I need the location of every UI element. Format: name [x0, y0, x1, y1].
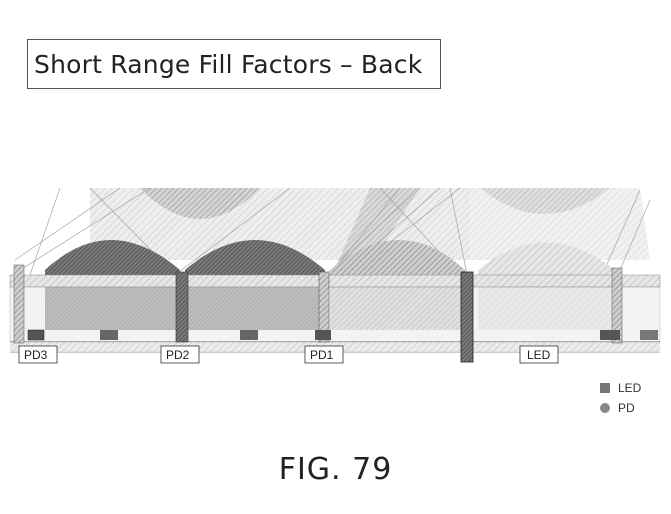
- tag-pd2: PD2: [161, 346, 199, 363]
- tag-pd1: PD1: [305, 346, 343, 363]
- legend-item-pd: PD: [600, 398, 641, 418]
- fill-factor-diagram: PD3 PD2 PD1 LED: [0, 180, 671, 380]
- legend-item-led: LED: [600, 378, 641, 398]
- led-square-icon: [600, 383, 610, 393]
- figure-label: FIG. 79: [0, 452, 671, 487]
- tag-pd1-label: PD1: [310, 348, 334, 362]
- legend-led-label: LED: [618, 381, 641, 395]
- title-text: Short Range Fill Factors – Back: [34, 50, 422, 79]
- substrate: [10, 275, 660, 352]
- tag-pd3: PD3: [19, 346, 57, 363]
- tag-pd2-label: PD2: [166, 348, 190, 362]
- legend: LED PD: [600, 378, 641, 418]
- tag-led: LED: [520, 346, 558, 363]
- tag-led-label: LED: [527, 348, 551, 362]
- tag-pd3-label: PD3: [24, 348, 48, 362]
- legend-pd-label: PD: [618, 401, 635, 415]
- pd-circle-icon: [600, 403, 610, 413]
- title-box: Short Range Fill Factors – Back: [27, 39, 441, 89]
